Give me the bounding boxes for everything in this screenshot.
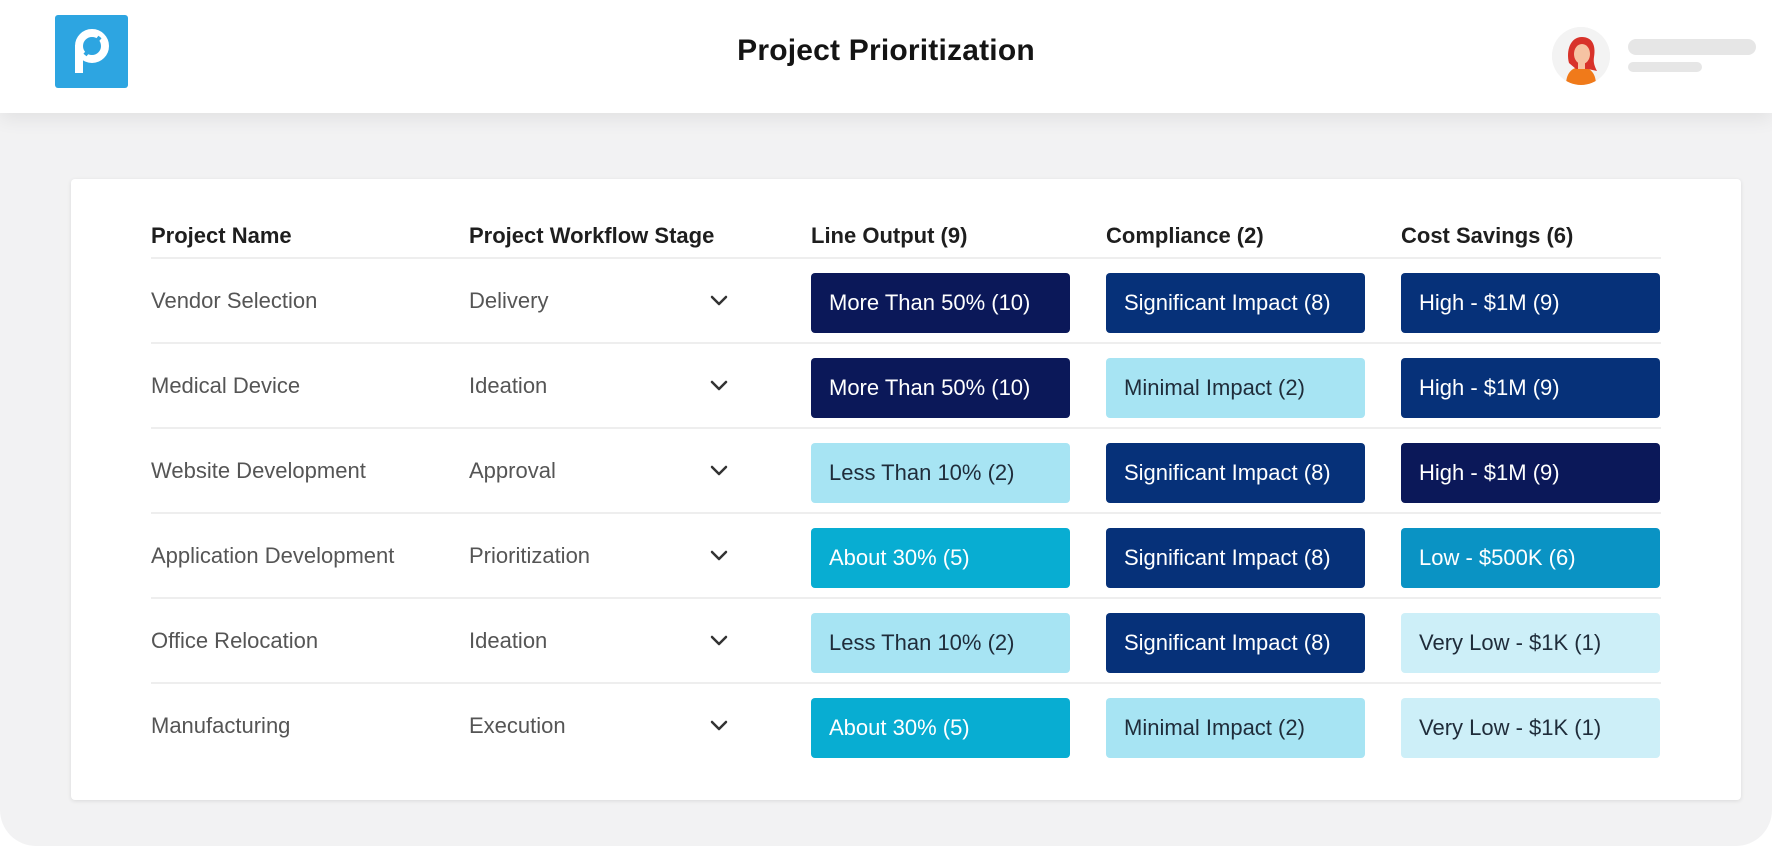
table-row: Medical Device Ideation More Than 50% (1…: [151, 344, 1661, 429]
page-title: Project Prioritization: [737, 34, 1035, 67]
workflow-stage-value[interactable]: Prioritization: [469, 543, 591, 568]
line-output-pill[interactable]: More Than 50% (10): [811, 273, 1070, 333]
project-name: Vendor Selection: [151, 288, 318, 313]
line-output-pill[interactable]: More Than 50% (10): [811, 358, 1070, 418]
avatar-illustration: [1552, 27, 1610, 85]
user-role-placeholder: [1628, 62, 1702, 72]
user-name-placeholder: [1628, 39, 1756, 55]
workflow-stage-value[interactable]: Delivery: [469, 288, 549, 313]
p-logo-glyph: [75, 29, 109, 73]
compliance-pill[interactable]: Significant Impact (8): [1106, 273, 1365, 333]
chevron-down-icon[interactable]: [706, 543, 732, 569]
compliance-pill[interactable]: Significant Impact (8): [1106, 528, 1365, 588]
table-row: Website Development Approval Less Than 1…: [151, 429, 1661, 514]
column-header-workflow-stage[interactable]: Project Workflow Stage: [469, 223, 715, 248]
project-name: Office Relocation: [151, 628, 319, 653]
table-row: Vendor Selection Delivery More Than 50% …: [151, 259, 1661, 344]
chevron-down-icon[interactable]: [706, 628, 732, 654]
line-output-pill[interactable]: About 30% (5): [811, 528, 1070, 588]
row-divider: [151, 342, 1661, 344]
top-header: Project Prioritization: [0, 0, 1772, 113]
cost-savings-pill[interactable]: Very Low - $1K (1): [1401, 613, 1660, 673]
row-divider: [151, 682, 1661, 684]
line-output-pill[interactable]: Less Than 10% (2): [811, 443, 1070, 503]
project-name: Application Development: [151, 543, 395, 568]
project-name: Medical Device: [151, 373, 301, 398]
workflow-stage-value[interactable]: Execution: [469, 713, 566, 738]
workflow-stage-value[interactable]: Ideation: [469, 373, 548, 398]
compliance-pill[interactable]: Minimal Impact (2): [1106, 698, 1365, 758]
table-row: Application Development Prioritization A…: [151, 514, 1661, 599]
row-divider: [151, 427, 1661, 429]
column-header-cost-savings[interactable]: Cost Savings (6): [1401, 223, 1574, 248]
table-row: Manufacturing Execution About 30% (5) Mi…: [151, 684, 1661, 769]
compliance-pill[interactable]: Significant Impact (8): [1106, 613, 1365, 673]
cost-savings-pill[interactable]: Low - $500K (6): [1401, 528, 1660, 588]
workflow-stage-value[interactable]: Ideation: [469, 628, 548, 653]
header-divider: [151, 257, 1661, 259]
column-header-project-name[interactable]: Project Name: [151, 223, 292, 248]
user-avatar-icon[interactable]: [1552, 27, 1610, 85]
cost-savings-pill[interactable]: High - $1M (9): [1401, 358, 1660, 418]
chevron-down-icon[interactable]: [706, 288, 732, 314]
cost-savings-pill[interactable]: Very Low - $1K (1): [1401, 698, 1660, 758]
row-divider: [151, 597, 1661, 599]
p-logo-icon[interactable]: [55, 15, 128, 88]
chevron-down-icon[interactable]: [706, 713, 732, 739]
line-output-pill[interactable]: About 30% (5): [811, 698, 1070, 758]
workflow-stage-value[interactable]: Approval: [469, 458, 556, 483]
chevron-down-icon[interactable]: [706, 373, 732, 399]
column-header-line-output[interactable]: Line Output (9): [811, 223, 968, 248]
compliance-pill[interactable]: Significant Impact (8): [1106, 443, 1365, 503]
row-divider: [151, 512, 1661, 514]
project-name: Manufacturing: [151, 713, 291, 738]
cost-savings-pill[interactable]: High - $1M (9): [1401, 443, 1660, 503]
line-output-pill[interactable]: Less Than 10% (2): [811, 613, 1070, 673]
cost-savings-pill[interactable]: High - $1M (9): [1401, 273, 1660, 333]
compliance-pill[interactable]: Minimal Impact (2): [1106, 358, 1365, 418]
project-name: Website Development: [151, 458, 366, 483]
chevron-down-icon[interactable]: [706, 458, 732, 484]
table-row: Office Relocation Ideation Less Than 10%…: [151, 599, 1661, 684]
column-header-compliance[interactable]: Compliance (2): [1106, 223, 1264, 248]
